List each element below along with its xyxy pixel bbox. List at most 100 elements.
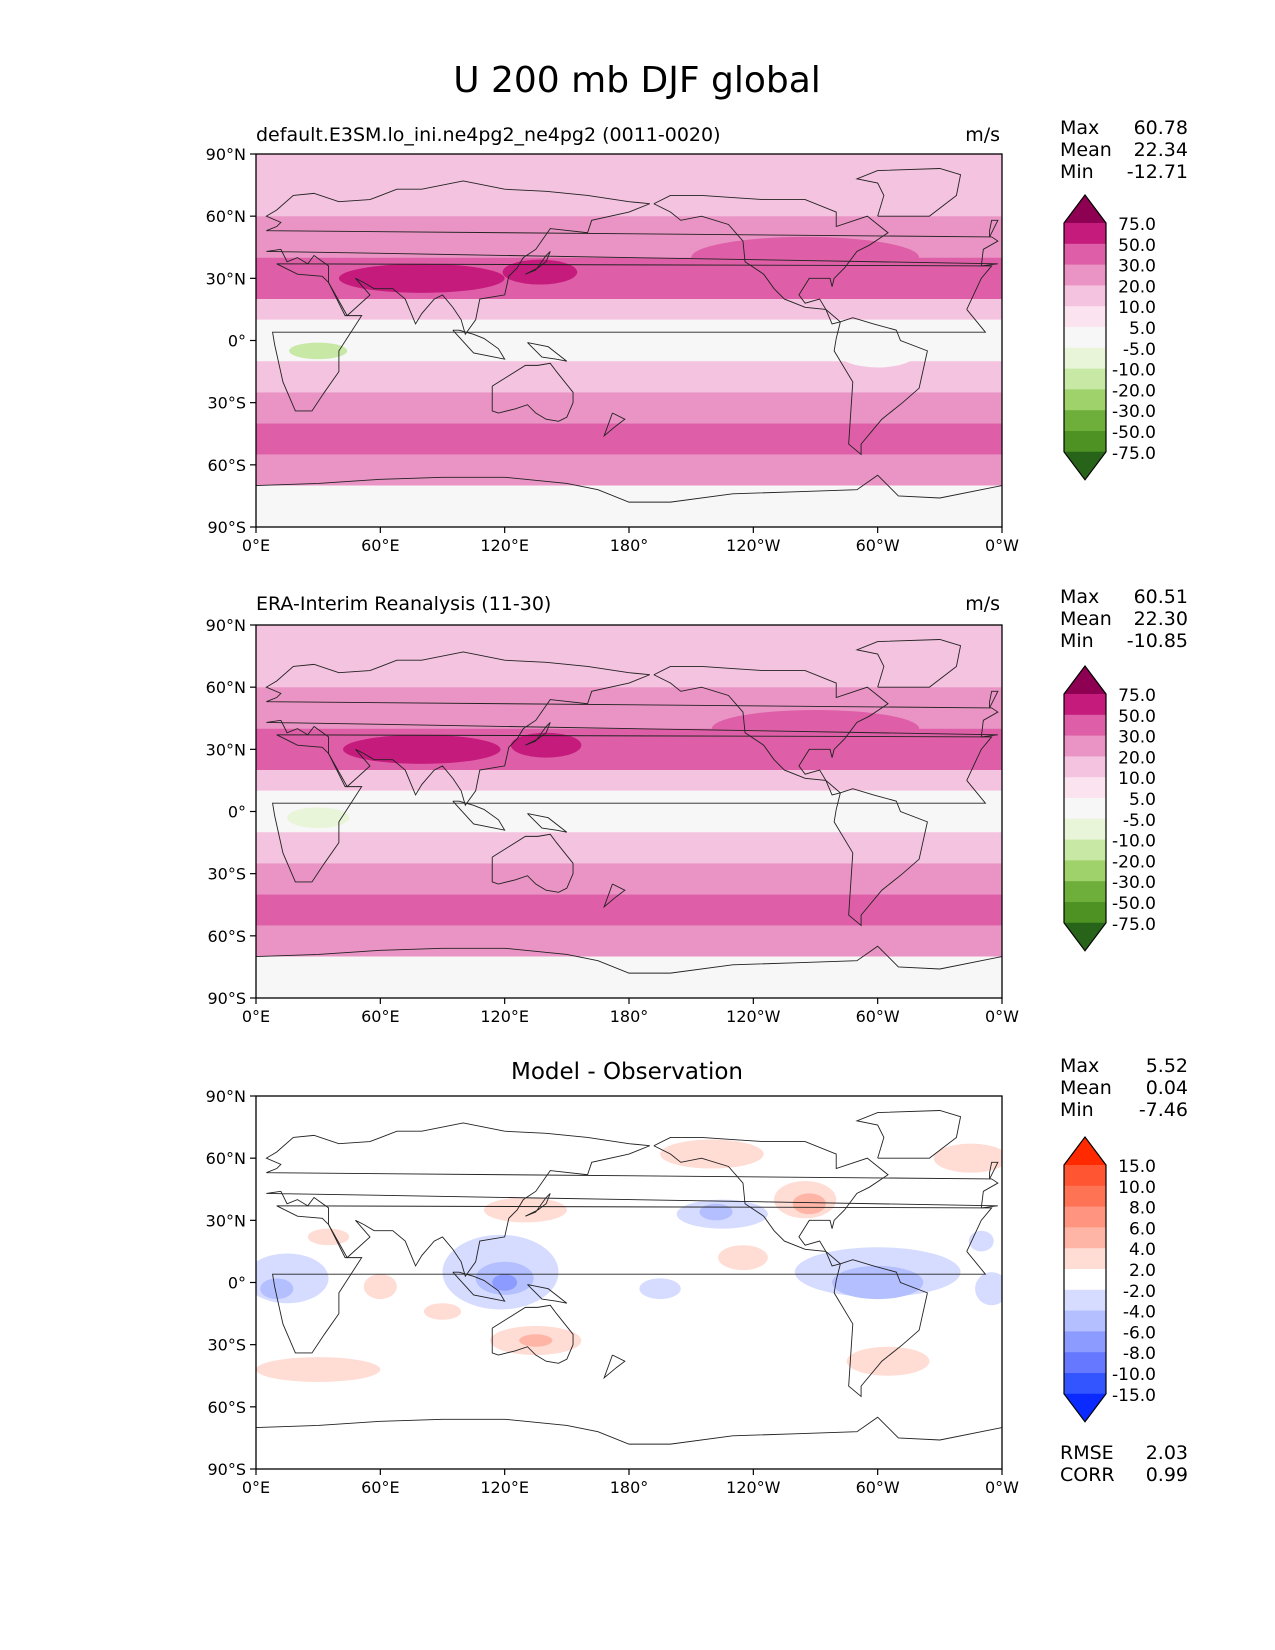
- contour-blob: [660, 1139, 764, 1169]
- x-tick-label: 0°E: [242, 1478, 270, 1497]
- coastline: [256, 474, 1002, 527]
- contour-field: [256, 625, 1002, 998]
- colorbar-segment: [1064, 1185, 1106, 1208]
- coastline: [272, 1205, 993, 1354]
- colorbar-tick-label: -15.0: [1112, 1386, 1156, 1406]
- colorbar-tick-label: 50.0: [1118, 707, 1156, 727]
- contour-blob: [792, 1193, 826, 1215]
- x-tick-label: 120°E: [480, 536, 529, 555]
- colorbar-segment: [1064, 1206, 1106, 1228]
- colorbar-outline: [1063, 665, 1107, 952]
- colorbar-segment: [1064, 451, 1106, 480]
- colorbar-tick-label: -10.0: [1112, 1365, 1156, 1385]
- y-tick-label: 60°N: [206, 1149, 246, 1168]
- y-tick-label: 90°N: [206, 1087, 246, 1106]
- stat-label-rmse: RMSE: [1060, 1442, 1114, 1464]
- x-tick-label: 120°W: [726, 536, 781, 555]
- coastline: [256, 945, 1002, 998]
- stat-value-min: -12.71: [1127, 161, 1188, 183]
- stat-label-mean: Mean: [1060, 139, 1112, 161]
- contour-band: [256, 925, 1002, 957]
- contour-band: [256, 454, 1002, 486]
- panel-model: default.E3SM.lo_ini.ne4pg2_ne4pg2 (0011-…: [206, 117, 1188, 555]
- stat-label-max: Max: [1060, 117, 1099, 139]
- stat-label-mean: Mean: [1060, 608, 1112, 630]
- x-tick-label: 0°E: [242, 536, 270, 555]
- x-tick-label: 0°W: [985, 1007, 1019, 1026]
- contour-blob: [718, 1245, 768, 1271]
- contour-blob: [510, 732, 582, 758]
- stat-value-max: 60.78: [1134, 117, 1188, 139]
- coastline: [265, 180, 999, 336]
- colorbar-tick-label: 50.0: [1118, 236, 1156, 256]
- colorbar-segment: [1064, 756, 1106, 778]
- coastline: [603, 1354, 626, 1380]
- coastline: [989, 219, 999, 238]
- contour-blob: [363, 1274, 397, 1300]
- contour-blob: [289, 342, 348, 360]
- panel-obs: ERA-Interim Reanalysis (11-30) m/s 0°E 60…: [206, 586, 1188, 1026]
- panel-obs-units: m/s: [965, 593, 1000, 615]
- x-tick-label: 60°E: [361, 1478, 399, 1497]
- contour-band: [256, 299, 1002, 320]
- panel-diff-colorbar: 15.010.08.06.04.02.0-2.0-4.0-6.0-8.0-10.…: [1063, 1136, 1156, 1423]
- contour-band: [256, 832, 1002, 864]
- coastline: [603, 412, 626, 438]
- colorbar-segment: [1064, 195, 1106, 223]
- x-tick-label: 180°: [610, 1478, 649, 1497]
- panel-diff-extra-stats: RMSE 2.03 CORR 0.99: [1060, 1442, 1188, 1486]
- contour-band: [256, 863, 1002, 895]
- y-tick-label: 30°S: [207, 865, 246, 884]
- stat-label-min: Min: [1060, 161, 1094, 183]
- colorbar-segment: [1064, 1269, 1106, 1291]
- contour-blob: [423, 1303, 462, 1320]
- y-tick-label: 0°: [228, 332, 246, 351]
- colorbar-outline: [1063, 1136, 1107, 1423]
- contour-blob: [933, 1143, 1002, 1173]
- x-tick-label: 180°: [610, 536, 649, 555]
- y-tick-label: 30°N: [206, 269, 246, 288]
- contour-blob: [307, 1228, 350, 1246]
- y-tick-label: 60°N: [206, 678, 246, 697]
- colorbar-outline: [1063, 194, 1107, 481]
- stat-value-rmse: 2.03: [1146, 1442, 1188, 1464]
- coastline: [525, 722, 551, 746]
- colorbar-segment: [1064, 1310, 1106, 1332]
- colorbar-tick-label: -6.0: [1123, 1323, 1156, 1343]
- coastline: [265, 651, 999, 807]
- panel-obs-map: 0°E 60°E 120°E 180° 120°W 60°W 0°W 90°N 60°N 30°N…: [206, 616, 1020, 1026]
- stat-label-max: Max: [1060, 586, 1099, 608]
- contour-band: [256, 956, 1002, 998]
- contour-band: [256, 625, 1002, 688]
- colorbar-segment: [1064, 1352, 1106, 1374]
- contour-band: [256, 154, 1002, 217]
- colorbar-segment: [1064, 1165, 1106, 1187]
- contour-blob: [832, 1265, 924, 1300]
- colorbar-segment: [1064, 881, 1106, 903]
- coastline: [653, 194, 928, 456]
- colorbar-tick-label: 8.0: [1129, 1199, 1156, 1219]
- colorbar-tick-label: 4.0: [1129, 1240, 1156, 1260]
- coastline: [855, 168, 962, 217]
- colorbar-segment: [1064, 735, 1106, 757]
- colorbar-tick-label: 15.0: [1118, 1157, 1156, 1177]
- stat-value-min: -10.85: [1127, 630, 1188, 652]
- colorbar-tick-label: -30.0: [1112, 873, 1156, 893]
- coastline: [256, 1416, 1002, 1469]
- x-tick-label: 120°W: [726, 1478, 781, 1497]
- y-tick-label: 90°S: [207, 518, 246, 537]
- colorbar-segment: [1064, 223, 1106, 245]
- colorbar-tick-label: 30.0: [1118, 257, 1156, 277]
- colorbar-tick-label: 20.0: [1118, 748, 1156, 768]
- y-tick-label: 60°S: [207, 456, 246, 475]
- colorbar-segment: [1064, 860, 1106, 882]
- colorbar-segment: [1064, 1393, 1106, 1422]
- x-tick-label: 180°: [610, 1007, 649, 1026]
- colorbar-segment: [1064, 1137, 1106, 1165]
- contour-band: [256, 392, 1002, 424]
- coastline: [527, 1284, 568, 1304]
- panel-obs-colorbar: 75.050.030.020.010.05.0-5.0-10.0-20.0-30…: [1063, 665, 1156, 952]
- colorbar-tick-label: 5.0: [1129, 790, 1156, 810]
- colorbar-segment: [1064, 285, 1106, 307]
- stat-value-min: -7.46: [1139, 1099, 1188, 1121]
